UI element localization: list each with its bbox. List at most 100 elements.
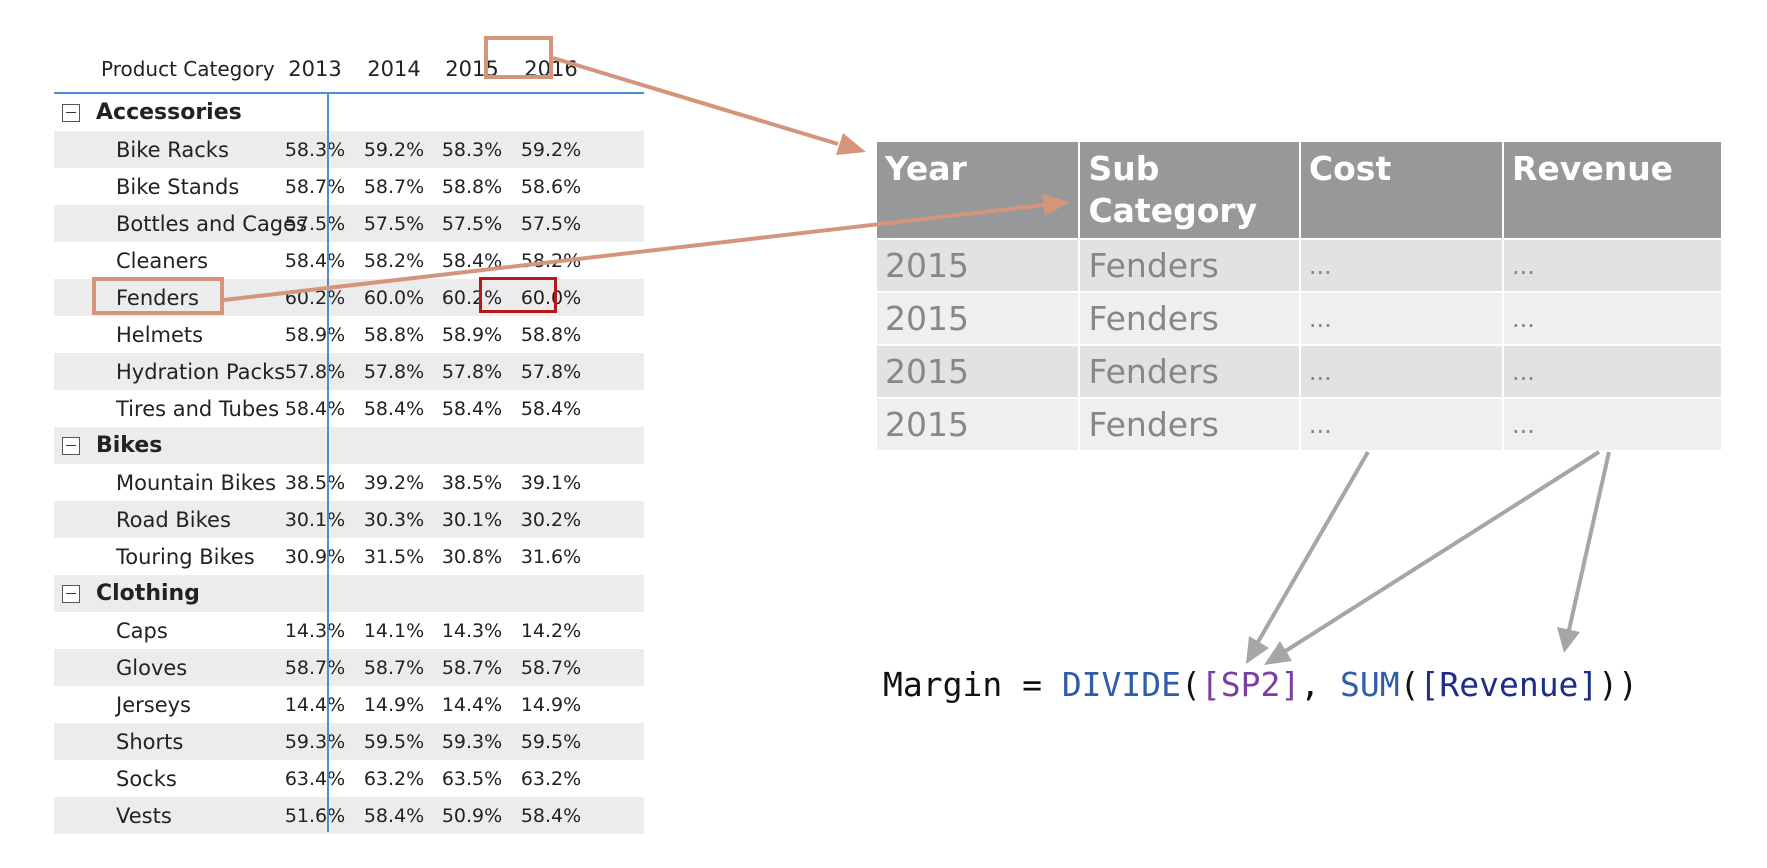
margin-value-cell[interactable]: 58.7% xyxy=(363,175,425,198)
margin-value-cell[interactable]: 58.4% xyxy=(284,397,346,420)
margin-value-cell[interactable]: 63.2% xyxy=(520,767,582,790)
margin-value-cell[interactable]: 57.5% xyxy=(363,212,425,235)
margin-value-cell[interactable]: 14.9% xyxy=(520,693,582,716)
margin-value-cell[interactable]: 57.5% xyxy=(284,212,346,235)
margin-value-cell[interactable]: 57.5% xyxy=(520,212,582,235)
subcategory-row: Bike Racks 58.3% 59.2% 58.3% 59.2% xyxy=(54,131,644,168)
margin-value-cell[interactable]: 58.8% xyxy=(441,175,503,198)
margin-value-cell[interactable]: 58.8% xyxy=(363,323,425,346)
margin-value-cell[interactable]: 50.9% xyxy=(441,804,503,827)
header-year: Year xyxy=(877,142,1080,239)
margin-value-cell[interactable]: 60.2% xyxy=(284,286,346,309)
collapse-icon[interactable] xyxy=(62,584,80,603)
margin-value-cell[interactable]: 14.3% xyxy=(441,619,503,642)
margin-value-cell[interactable]: 59.2% xyxy=(363,138,425,161)
sub-category-cell: Fenders xyxy=(1078,344,1300,398)
margin-value-cell[interactable]: 63.5% xyxy=(441,767,503,790)
margin-value-cell[interactable]: 58.7% xyxy=(284,656,346,679)
margin-value-cell[interactable]: 14.4% xyxy=(441,693,503,716)
margin-value-cell[interactable]: 63.2% xyxy=(363,767,425,790)
category-label: Accessories xyxy=(96,100,242,125)
margin-value-cell[interactable]: 59.5% xyxy=(363,730,425,753)
margin-value-cell[interactable]: 58.4% xyxy=(284,249,346,272)
margin-value-cell[interactable]: 58.4% xyxy=(520,804,582,827)
margin-value-cell[interactable]: 58.7% xyxy=(363,656,425,679)
margin-value-cell[interactable]: 58.7% xyxy=(441,656,503,679)
sub-category-cell: Fenders xyxy=(1078,291,1300,345)
margin-value-cell[interactable]: 14.2% xyxy=(520,619,582,642)
subcategory-label: Road Bikes xyxy=(116,507,231,532)
detail-row: 2015 Fenders...... xyxy=(877,238,1721,292)
margin-value-cell[interactable]: 39.2% xyxy=(363,471,425,494)
detail-row: 2015 Fenders...... xyxy=(877,397,1721,450)
margin-value-cell[interactable]: 58.9% xyxy=(441,323,503,346)
margin-value-cell[interactable]: 58.3% xyxy=(284,138,346,161)
collapse-icon[interactable] xyxy=(62,436,80,455)
margin-value-cell[interactable]: 31.5% xyxy=(363,545,425,568)
year-2015-highlight xyxy=(484,36,553,79)
margin-value-cell[interactable]: 58.9% xyxy=(284,323,346,346)
subcategory-row: Bike Stands 58.7% 58.7% 58.8% 58.6% xyxy=(54,168,644,205)
margin-value-cell[interactable]: 59.3% xyxy=(284,730,346,753)
formula-separator: , xyxy=(1300,665,1340,704)
margin-matrix: Product Category 2013 2014 2015 2016 Accessor… xyxy=(54,34,644,834)
product-category-header[interactable]: Product Category xyxy=(101,57,275,81)
margin-value-cell[interactable]: 58.4% xyxy=(520,397,582,420)
margin-value-cell[interactable]: 30.3% xyxy=(363,508,425,531)
margin-value-cell[interactable]: 58.4% xyxy=(441,249,503,272)
year-header-2014[interactable]: 2014 xyxy=(367,57,421,81)
margin-value-cell[interactable]: 58.8% xyxy=(520,323,582,346)
margin-value-cell[interactable]: 14.4% xyxy=(284,693,346,716)
margin-value-cell[interactable]: 58.7% xyxy=(520,656,582,679)
subcategory-label: Bike Racks xyxy=(116,137,229,162)
subcategory-row: Socks 63.4% 63.2% 63.5% 63.2% xyxy=(54,760,644,797)
margin-value-cell[interactable]: 30.1% xyxy=(284,508,346,531)
margin-value-cell[interactable]: 38.5% xyxy=(441,471,503,494)
subcategory-row: Cleaners 58.4% 58.2% 58.4% 58.2% xyxy=(54,242,644,279)
detail-table: Year Sub Category Cost Revenue 2015 Fender… xyxy=(877,142,1721,450)
header-sub-category: Sub Category xyxy=(1078,142,1300,239)
margin-value-cell[interactable]: 59.3% xyxy=(441,730,503,753)
margin-value-cell[interactable]: 57.5% xyxy=(441,212,503,235)
category-group-row: Clothing xyxy=(54,575,644,612)
margin-value-cell[interactable]: 57.8% xyxy=(520,360,582,383)
margin-value-cell[interactable]: 14.1% xyxy=(363,619,425,642)
subcategory-row: Road Bikes 30.1% 30.3% 30.1% 30.2% xyxy=(54,501,644,538)
margin-value-cell[interactable]: 30.9% xyxy=(284,545,346,568)
margin-value-cell[interactable]: 58.3% xyxy=(441,138,503,161)
margin-value-cell[interactable]: 59.5% xyxy=(520,730,582,753)
margin-value-cell[interactable]: 58.4% xyxy=(363,804,425,827)
margin-value-cell[interactable]: 51.6% xyxy=(284,804,346,827)
margin-value-cell[interactable]: 30.8% xyxy=(441,545,503,568)
margin-value-cell[interactable]: 30.2% xyxy=(520,508,582,531)
margin-value-cell[interactable]: 58.6% xyxy=(520,175,582,198)
subcategory-row: Bottles and Cages 57.5% 57.5% 57.5% 57.5% xyxy=(54,205,644,242)
revenue-cell: ... xyxy=(1502,291,1721,345)
margin-value-cell[interactable]: 58.4% xyxy=(363,397,425,420)
margin-value-cell[interactable]: 58.2% xyxy=(363,249,425,272)
formula-sp2-reference: [SP2] xyxy=(1200,665,1301,704)
formula-measure-name: Margin = xyxy=(883,665,1062,704)
margin-value-cell[interactable]: 57.8% xyxy=(284,360,346,383)
arrow-cost-to-sp2 xyxy=(1246,450,1370,664)
margin-value-cell[interactable]: 59.2% xyxy=(520,138,582,161)
margin-value-cell[interactable]: 63.4% xyxy=(284,767,346,790)
subcategory-label: Jerseys xyxy=(116,692,191,717)
year-header-2013[interactable]: 2013 xyxy=(288,57,342,81)
margin-value-cell[interactable]: 58.4% xyxy=(441,397,503,420)
margin-value-cell[interactable]: 14.3% xyxy=(284,619,346,642)
margin-value-cell[interactable]: 57.8% xyxy=(441,360,503,383)
formula-sum-function: SUM xyxy=(1340,665,1400,704)
margin-value-cell[interactable]: 58.7% xyxy=(284,175,346,198)
sub-category-cell: Fenders xyxy=(1078,397,1300,450)
collapse-icon[interactable] xyxy=(62,103,80,122)
margin-value-cell[interactable]: 57.8% xyxy=(363,360,425,383)
arrow-revenue-to-sp2 xyxy=(1264,450,1601,665)
margin-value-cell[interactable]: 58.2% xyxy=(520,249,582,272)
margin-value-cell[interactable]: 31.6% xyxy=(520,545,582,568)
margin-value-cell[interactable]: 14.9% xyxy=(363,693,425,716)
margin-value-cell[interactable]: 60.0% xyxy=(363,286,425,309)
margin-value-cell[interactable]: 39.1% xyxy=(520,471,582,494)
margin-value-cell[interactable]: 38.5% xyxy=(284,471,346,494)
margin-value-cell[interactable]: 30.1% xyxy=(441,508,503,531)
